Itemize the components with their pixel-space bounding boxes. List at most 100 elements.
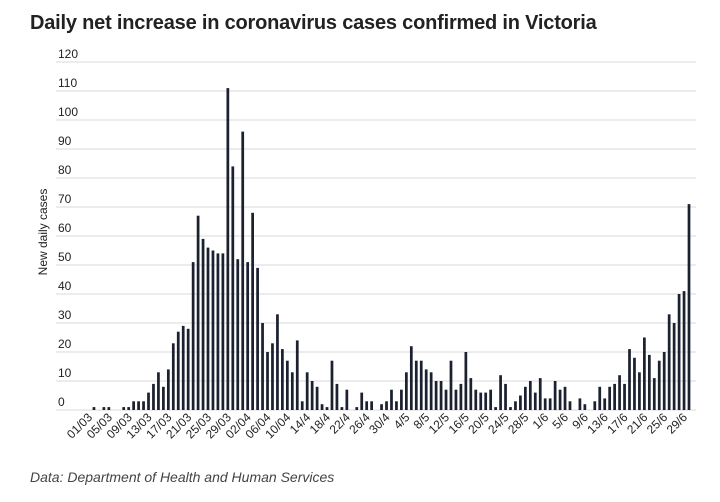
- bar: [290, 372, 294, 410]
- bar: [176, 331, 180, 410]
- bar: [221, 253, 225, 410]
- bar: [226, 88, 230, 410]
- y-tick-label: 80: [58, 163, 72, 177]
- bar: [672, 323, 676, 410]
- bar: [137, 401, 140, 410]
- bar: [598, 386, 602, 410]
- bar: [504, 383, 507, 410]
- bar: [127, 407, 131, 410]
- y-tick-label: 90: [58, 134, 72, 148]
- bar: [538, 378, 542, 410]
- y-tick-label: 70: [58, 192, 72, 206]
- x-tick-label: 4/5: [391, 410, 413, 432]
- bar: [603, 398, 607, 410]
- bar: [236, 259, 240, 410]
- bar: [593, 401, 597, 410]
- bar: [201, 238, 205, 410]
- bar: [687, 204, 691, 410]
- bar: [434, 381, 438, 410]
- bar: [122, 407, 126, 410]
- bar: [469, 378, 473, 410]
- bar: [652, 378, 656, 410]
- x-tick-label: 29/6: [664, 410, 691, 437]
- y-axis-ticks: 0 10 20 30 40 50 60 70 80 90 100 110 120: [58, 47, 78, 409]
- bar: [662, 352, 666, 410]
- bar: [256, 267, 259, 410]
- bar: [454, 389, 458, 410]
- y-tick-label: 120: [58, 47, 78, 61]
- bar: [543, 398, 547, 410]
- bar: [320, 404, 324, 410]
- bar: [643, 337, 646, 410]
- bar: [142, 401, 145, 410]
- bar: [355, 407, 359, 410]
- bar: [618, 375, 621, 410]
- bar: [261, 323, 264, 410]
- bar: [216, 253, 220, 410]
- x-tick-label: 1/6: [530, 410, 552, 432]
- bar: [633, 357, 636, 410]
- bar: [548, 398, 552, 410]
- x-tick-label: 5/6: [549, 410, 571, 432]
- bar: [310, 381, 314, 410]
- bar: [315, 386, 319, 410]
- bar: [345, 389, 349, 410]
- bar: [459, 383, 463, 410]
- bar: [499, 375, 502, 410]
- bar: [211, 250, 215, 410]
- y-tick-label: 30: [58, 308, 72, 322]
- bar: [171, 343, 175, 410]
- bar: [419, 360, 423, 410]
- bar: [132, 401, 135, 410]
- bar: [479, 392, 483, 410]
- bar: [330, 360, 334, 410]
- bar: [191, 262, 195, 410]
- bar: [370, 401, 374, 410]
- bar: [414, 360, 418, 410]
- bar: [657, 360, 661, 410]
- y-tick-label: 0: [58, 395, 65, 409]
- bar: [400, 389, 403, 410]
- bar: [519, 395, 522, 410]
- bar: [231, 166, 235, 410]
- bar: [181, 325, 185, 410]
- y-tick-label: 40: [58, 279, 72, 293]
- bar: [246, 262, 250, 410]
- bar: [385, 401, 388, 410]
- bar: [295, 340, 299, 410]
- bar: [147, 392, 150, 410]
- y-tick-label: 60: [58, 221, 72, 235]
- bar: [404, 372, 408, 410]
- chart-title: Daily net increase in coronavirus cases …: [30, 12, 597, 34]
- bar: [390, 389, 393, 410]
- bar: [568, 401, 572, 410]
- bar: [285, 360, 289, 410]
- bar: [489, 389, 493, 410]
- y-tick-label: 50: [58, 250, 72, 264]
- y-tick-label: 10: [58, 366, 72, 380]
- bar: [578, 398, 582, 410]
- bar: [281, 349, 284, 410]
- bar: [152, 383, 155, 410]
- bar: [682, 291, 686, 410]
- bar: [464, 352, 468, 410]
- bar: [395, 401, 398, 410]
- bar: [583, 404, 587, 410]
- bar: [558, 389, 562, 410]
- bar: [553, 381, 557, 410]
- bar: [196, 215, 200, 410]
- bar: [509, 407, 512, 410]
- bar: [429, 372, 433, 410]
- y-tick-label: 100: [58, 105, 78, 119]
- bar: [514, 401, 517, 410]
- bar: [166, 369, 170, 410]
- x-axis-ticks: 01/0305/0309/0313/0317/0321/0325/0329/03…: [64, 410, 690, 441]
- bar: [266, 352, 269, 410]
- bar: [563, 386, 567, 410]
- bar: [608, 386, 612, 410]
- bar: [92, 407, 96, 410]
- bar: [102, 407, 106, 410]
- bars: [92, 88, 691, 410]
- bar: [186, 328, 190, 410]
- bar: [251, 212, 254, 410]
